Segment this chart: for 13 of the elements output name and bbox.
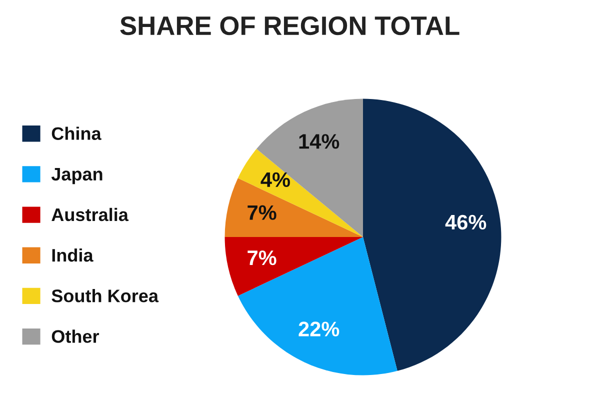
legend-label: Australia	[52, 208, 129, 222]
data-label: 14%	[299, 134, 340, 149]
legend-label: Other	[52, 330, 100, 343]
data-label: 7%	[248, 205, 276, 220]
data-label: 46%	[445, 214, 486, 230]
legend-label: China	[52, 126, 102, 140]
chart-title: SHARE OF REGION TOTAL	[120, 16, 460, 36]
data-label: 7%	[248, 250, 276, 266]
legend-label: Japan	[51, 168, 102, 184]
data-label: 22%	[298, 322, 340, 336]
legend-label: South Korea	[52, 289, 159, 302]
legend-label: India	[52, 248, 94, 262]
data-label: 4%	[260, 172, 290, 187]
